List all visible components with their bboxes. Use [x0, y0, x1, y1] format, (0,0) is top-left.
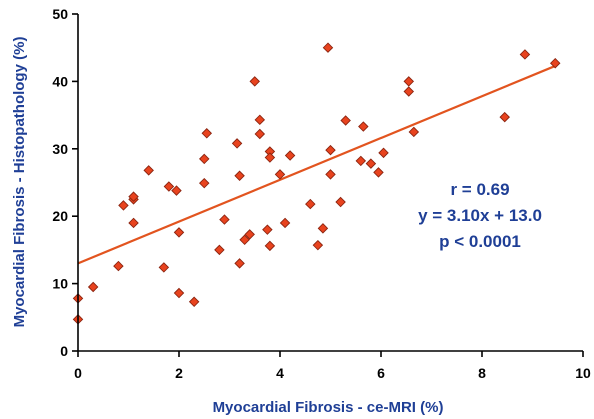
p-value-annotation: p < 0.0001	[439, 232, 521, 251]
data-point	[325, 169, 336, 180]
data-point	[239, 234, 250, 246]
data-point	[317, 223, 329, 234]
regression-line	[77, 64, 556, 265]
data-point	[519, 49, 531, 60]
data-point	[231, 138, 243, 149]
data-point	[262, 224, 273, 235]
data-point	[173, 287, 185, 299]
data-points	[72, 42, 561, 325]
x-tick-label: 6	[377, 365, 385, 381]
data-point	[373, 167, 384, 178]
y-tick-label: 0	[60, 343, 68, 359]
y-tick-label: 20	[52, 208, 68, 224]
data-point	[335, 196, 346, 208]
data-point	[305, 198, 316, 210]
equation-annotation: y = 3.10x + 13.0	[418, 206, 542, 225]
data-point	[279, 217, 291, 229]
y-tick-label: 50	[52, 6, 68, 22]
data-point	[158, 262, 170, 273]
data-point	[322, 42, 334, 53]
data-point	[199, 153, 210, 165]
data-point	[171, 185, 182, 196]
y-axis-label: Myocardial Fibrosis - Histopathology (%)	[11, 37, 28, 328]
data-point	[365, 158, 377, 169]
y-tick-label: 10	[52, 276, 68, 292]
data-point	[163, 181, 175, 192]
data-point	[113, 260, 124, 272]
y-axis-ticks: 0 10 20 30 40 50	[52, 6, 78, 359]
data-point	[249, 76, 260, 87]
x-tick-label: 0	[74, 365, 82, 381]
data-point	[378, 147, 389, 159]
data-point	[118, 200, 129, 211]
data-point	[549, 57, 561, 69]
data-point	[234, 258, 245, 269]
x-axis-label: Myocardial Fibrosis - ce-MRI (%)	[213, 399, 444, 416]
data-point	[264, 152, 276, 163]
data-point	[254, 128, 266, 140]
data-point	[128, 191, 139, 202]
x-tick-label: 8	[478, 365, 486, 381]
x-tick-label: 2	[175, 365, 183, 381]
x-axis-ticks: 0 2 4 6 8 10	[74, 351, 591, 381]
data-point	[234, 170, 245, 181]
x-tick-label: 10	[575, 365, 591, 381]
data-point	[403, 86, 415, 97]
data-point	[188, 296, 200, 308]
data-point	[264, 240, 276, 252]
data-point	[312, 239, 324, 251]
data-point	[499, 111, 510, 123]
data-point	[128, 217, 139, 229]
data-point	[408, 126, 420, 138]
data-point	[87, 281, 99, 293]
data-point	[201, 128, 213, 139]
data-point	[325, 144, 336, 156]
data-point	[199, 177, 210, 189]
data-point	[274, 169, 286, 180]
data-point	[143, 165, 154, 176]
x-tick-label: 4	[276, 365, 284, 381]
data-point	[340, 115, 351, 126]
data-point	[358, 121, 369, 132]
data-point	[403, 76, 415, 87]
data-point	[355, 155, 367, 167]
y-tick-label: 30	[52, 141, 68, 157]
data-point	[173, 227, 185, 238]
data-point	[254, 114, 266, 126]
data-point	[214, 244, 225, 256]
data-point	[284, 150, 296, 161]
correlation-annotation: r = 0.69	[450, 180, 509, 199]
regression-layer	[77, 64, 556, 265]
data-point	[244, 229, 255, 240]
data-point	[219, 214, 230, 225]
y-tick-label: 40	[52, 73, 68, 89]
